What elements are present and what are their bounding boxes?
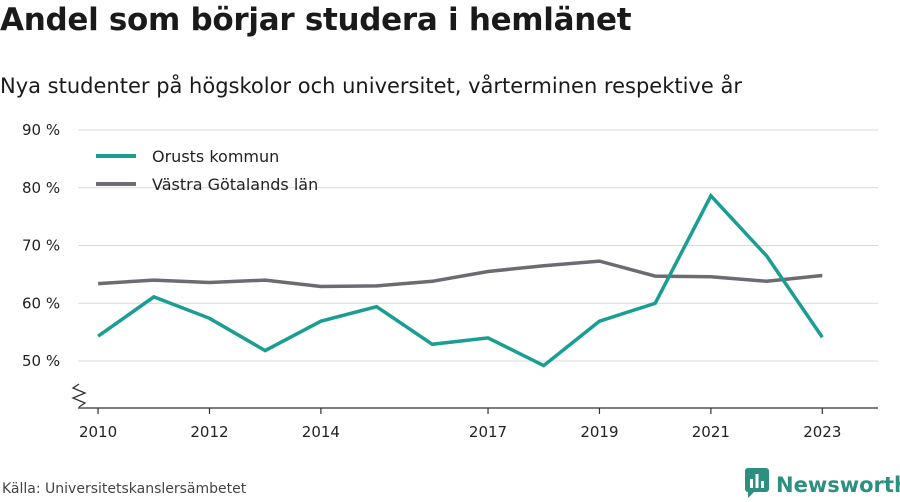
- axis-break-icon: [71, 383, 87, 408]
- legend-label: Orusts kommun: [152, 147, 279, 166]
- series-line-västra-götalands-län: [97, 259, 823, 289]
- y-tick-label: 90 %: [22, 121, 60, 139]
- source-note: Källa: Universitetskanslersämbetet: [2, 481, 247, 497]
- x-tick-label: 2017: [469, 423, 507, 441]
- x-tick-label: 2019: [580, 423, 618, 441]
- chart-title: Andel som börjar studera i hemlänet: [0, 2, 632, 38]
- x-tick-label: 2010: [79, 423, 117, 441]
- x-tick-label: 2023: [803, 423, 841, 441]
- legend-label: Västra Götalands län: [152, 175, 318, 194]
- y-tick-label: 70 %: [22, 237, 60, 255]
- x-tick-label: 2021: [692, 423, 730, 441]
- newsworthy-logo-icon: [745, 468, 769, 502]
- y-tick-label: 60 %: [22, 294, 60, 312]
- series-line-orusts-kommun: [97, 192, 824, 368]
- brand-name: Newsworthy: [776, 473, 900, 497]
- brand-logo: Newsworthy: [745, 468, 900, 502]
- chart-subtitle: Nya studenter på högskolor och universit…: [0, 74, 742, 98]
- x-tick-label: 2012: [190, 423, 228, 441]
- x-tick-label: 2014: [302, 423, 340, 441]
- y-tick-label: 50 %: [22, 352, 60, 370]
- y-tick-label: 80 %: [22, 179, 60, 197]
- line-chart: 50 % 60 % 70 % 80 % 90 % 2010 2012 2014 2017 2019…: [22, 121, 878, 441]
